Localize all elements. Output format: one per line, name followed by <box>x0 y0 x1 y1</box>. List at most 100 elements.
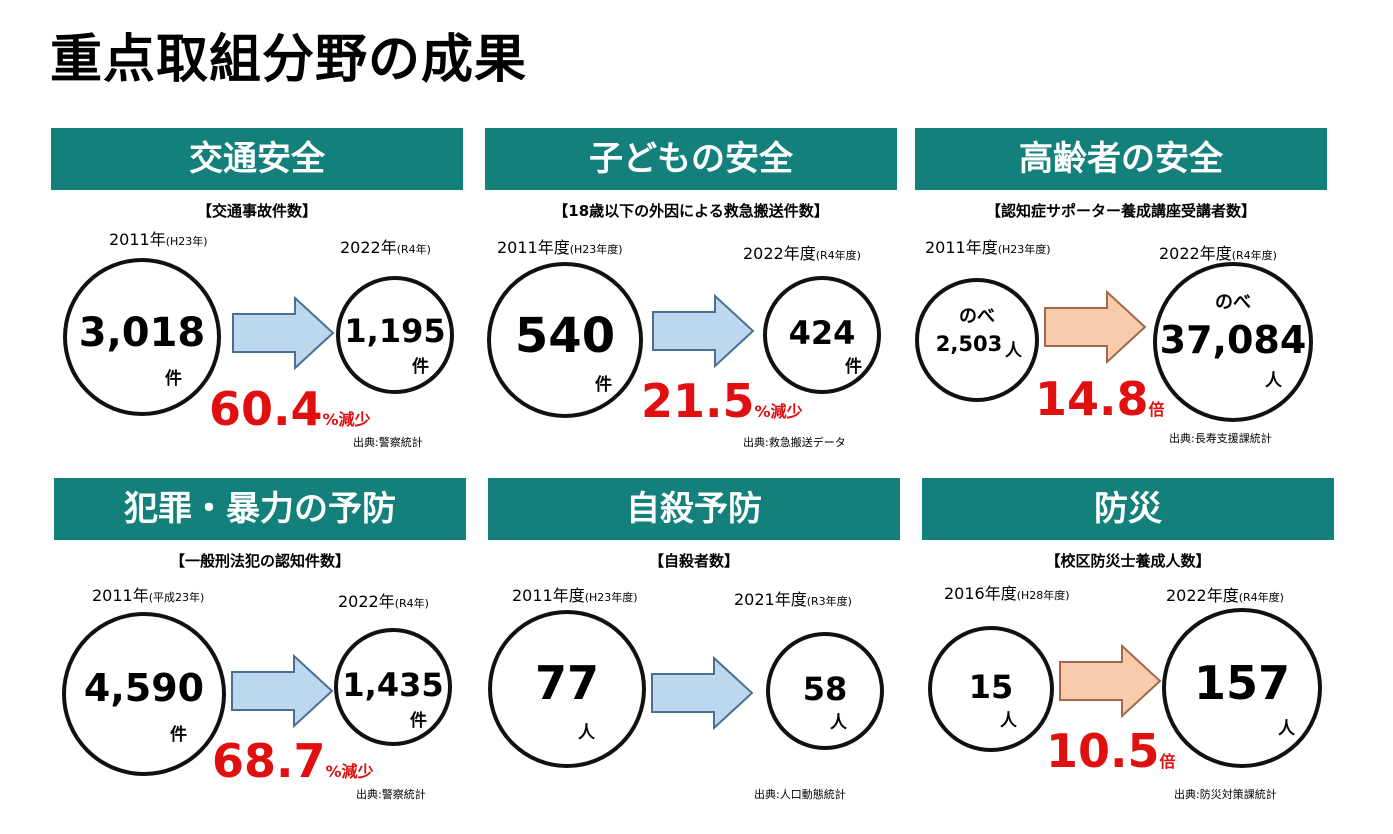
from-value: 77 <box>534 656 599 710</box>
from-unit: 人 <box>1005 341 1022 361</box>
metric-label: 【一般刑法犯の認知件数】 <box>169 552 350 570</box>
source-note: 出典:警察統計 <box>353 436 423 449</box>
to-value: 157 <box>1193 656 1291 710</box>
to-value-circle: 1,195 件 <box>336 276 454 394</box>
from-year-label: 2011年 <box>92 586 149 605</box>
from-value-circle: 3,018 件 <box>63 258 221 416</box>
to-value: 58 <box>802 670 848 708</box>
to-unit: 人 <box>1278 719 1295 739</box>
change-result: 10.5倍 <box>1046 728 1176 774</box>
decrease-arrow-icon <box>651 656 754 730</box>
from-value: 15 <box>968 668 1014 706</box>
from-year-note: (H23年度) <box>584 591 638 604</box>
panel-crime-prevention: 犯罪・暴力の予防 【一般刑法犯の認知件数】 2011年(平成23年) 2022年… <box>54 478 466 808</box>
change-suffix: %減少 <box>322 410 371 429</box>
change-value: 14.8 <box>1035 372 1149 426</box>
from-year: 2016年度(H28年度) <box>944 580 1070 604</box>
source-note: 出典:長寿支援課統計 <box>1169 432 1272 445</box>
from-prefix: のべ <box>959 306 995 327</box>
change-suffix: 倍 <box>1159 752 1176 771</box>
from-value-circle: のべ 2,503 人 <box>915 278 1039 402</box>
decrease-arrow-icon <box>231 654 334 728</box>
source-note: 出典:救急搬送データ <box>743 436 846 449</box>
decrease-arrow-icon <box>232 296 335 370</box>
change-result: 21.5%減少 <box>641 378 803 424</box>
from-unit: 人 <box>578 723 595 743</box>
from-value: 4,590 <box>83 666 205 710</box>
from-value: 2,503 <box>935 332 1003 356</box>
metric-label: 【交通事故件数】 <box>196 202 317 220</box>
from-year: 2011年度(H23年度) <box>497 234 623 258</box>
from-unit: 人 <box>1000 711 1017 731</box>
change-suffix: 倍 <box>1148 400 1165 419</box>
to-value-circle: 58 人 <box>766 632 884 750</box>
metric-label: 【自殺者数】 <box>648 552 739 570</box>
panel-title: 犯罪・暴力の予防 <box>54 478 466 540</box>
to-value: 424 <box>788 314 856 352</box>
to-year: 2022年(R4年) <box>340 234 431 258</box>
from-year-note: (H23年度) <box>997 243 1051 256</box>
change-suffix: %減少 <box>325 762 374 781</box>
to-year-label: 2022年度 <box>743 244 816 263</box>
change-value: 10.5 <box>1046 724 1160 778</box>
panel-child-safety: 子どもの安全 【18歳以下の外因による救急搬送件数】 2011年度(H23年度)… <box>485 128 897 458</box>
to-year: 2022年度(R4年度) <box>743 240 861 264</box>
to-prefix: のべ <box>1215 292 1251 313</box>
to-value: 1,195 <box>344 312 446 350</box>
from-year-note: (H28年度) <box>1016 589 1070 602</box>
from-value: 540 <box>514 308 616 364</box>
to-year: 2021年度(R3年度) <box>734 586 852 610</box>
change-result: 60.4%減少 <box>209 386 371 432</box>
change-value: 68.7 <box>212 734 326 788</box>
from-year: 2011年(H23年) <box>109 226 208 250</box>
to-unit: 件 <box>845 357 862 377</box>
from-year: 2011年(平成23年) <box>92 582 204 606</box>
to-year: 2022年(R4年) <box>338 588 429 612</box>
from-year: 2011年度(H23年度) <box>512 582 638 606</box>
panel-title: 高齢者の安全 <box>915 128 1327 190</box>
to-value-circle: 1,435 件 <box>334 628 452 746</box>
to-year-note: (R4年) <box>396 243 431 256</box>
to-value-circle: 424 件 <box>763 276 881 394</box>
to-year-note: (R4年度) <box>815 249 861 262</box>
metric-label: 【認知症サポーター養成講座受講者数】 <box>985 202 1256 220</box>
to-year-label: 2021年度 <box>734 590 807 609</box>
increase-arrow-icon <box>1059 644 1162 718</box>
from-year-label: 2011年度 <box>497 238 570 257</box>
source-note: 出典:人口動態統計 <box>754 788 846 801</box>
from-year-note: (平成23年) <box>148 591 205 604</box>
from-value-circle: 540 件 <box>487 262 643 418</box>
from-value: 3,018 <box>78 310 206 356</box>
from-year-label: 2011年度 <box>925 238 998 257</box>
increase-arrow-icon <box>1044 290 1147 364</box>
change-value: 21.5 <box>641 374 755 428</box>
from-unit: 件 <box>595 375 612 395</box>
to-value: 1,435 <box>342 666 444 704</box>
to-year-label: 2022年度 <box>1166 586 1239 605</box>
to-year: 2022年度(R4年度) <box>1166 582 1284 606</box>
to-unit: 件 <box>412 357 429 377</box>
change-result: 68.7%減少 <box>212 738 374 784</box>
panel-suicide-prevention: 自殺予防 【自殺者数】 2011年度(H23年度) 2021年度(R3年度) 7… <box>488 478 900 808</box>
to-unit: 人 <box>830 713 847 733</box>
to-year: 2022年度(R4年度) <box>1159 240 1277 264</box>
from-value-circle: 77 人 <box>488 610 646 768</box>
change-suffix: %減少 <box>754 402 803 421</box>
to-year-note: (R4年度) <box>1231 249 1277 262</box>
change-result: 14.8倍 <box>1035 376 1165 422</box>
from-year-label: 2011年 <box>109 230 166 249</box>
panel-title: 交通安全 <box>51 128 463 190</box>
panel-disaster-prevention: 防災 【校区防災士養成人数】 2016年度(H28年度) 2022年度(R4年度… <box>922 478 1334 808</box>
from-year-note: (H23年) <box>165 235 208 248</box>
panel-title: 自殺予防 <box>488 478 900 540</box>
to-value-circle: のべ 37,084 人 <box>1153 262 1313 422</box>
metric-label: 【18歳以下の外因による救急搬送件数】 <box>553 202 829 220</box>
to-year-note: (R4年度) <box>1238 591 1284 604</box>
source-note: 出典:防災対策課統計 <box>1174 788 1277 801</box>
page-title: 重点取組分野の成果 <box>50 30 528 90</box>
source-note: 出典:警察統計 <box>356 788 426 801</box>
panel-title: 子どもの安全 <box>485 128 897 190</box>
metric-label: 【校区防災士養成人数】 <box>1045 552 1211 570</box>
to-year-label: 2022年 <box>340 238 397 257</box>
to-unit: 人 <box>1265 371 1282 391</box>
